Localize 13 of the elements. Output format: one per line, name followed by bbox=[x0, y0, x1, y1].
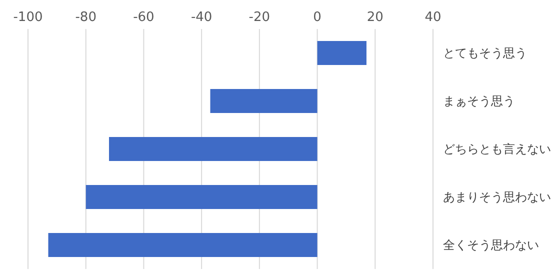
x-tick-label: 0 bbox=[313, 10, 322, 25]
x-tick-label: -100 bbox=[13, 10, 43, 25]
y-tick-label: 全くそう思わない bbox=[443, 238, 539, 252]
x-tick-label: -40 bbox=[190, 10, 212, 25]
x-tick-label: 20 bbox=[366, 10, 384, 25]
x-tick-label: -60 bbox=[133, 10, 154, 25]
y-tick-label: あまりそう思わない bbox=[443, 190, 551, 204]
y-tick-label: とてもそう思う bbox=[443, 46, 527, 60]
x-tick-label: -20 bbox=[248, 10, 270, 25]
y-tick-label: まぁそう思う bbox=[443, 94, 515, 108]
y-tick-label: どちらとも言えない bbox=[443, 142, 551, 156]
x-tick-label: -80 bbox=[75, 10, 96, 25]
x-tick-label: 40 bbox=[424, 10, 442, 25]
